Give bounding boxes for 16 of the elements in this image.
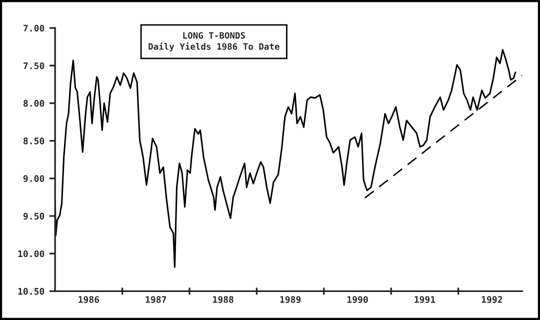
- x-tick-label: 1987: [146, 296, 166, 303]
- y-tick-label: 7.00: [24, 24, 44, 32]
- x-tick-label: 1988: [213, 296, 234, 303]
- x-tick-label: 1990: [347, 296, 368, 303]
- y-tick-label: 9.50: [23, 212, 44, 220]
- x-tick-label: 1991: [414, 296, 436, 303]
- y-tick-label: 7.50: [24, 62, 44, 70]
- y-tick-label: 9.00: [23, 175, 44, 182]
- x-tick-label: 1992: [482, 296, 502, 303]
- x-tick-label: 1986: [78, 296, 100, 303]
- y-tick-label: 10.50: [18, 288, 44, 295]
- y-tick-label: 8.50: [23, 138, 44, 144]
- text: LONG T-BONDS Daily Yields 1986 To Date: [148, 32, 280, 52]
- y-tick-label: 8.00: [23, 100, 44, 107]
- y-tick-label: 10.00: [18, 250, 44, 258]
- x-tick-label: 1989: [280, 296, 301, 303]
